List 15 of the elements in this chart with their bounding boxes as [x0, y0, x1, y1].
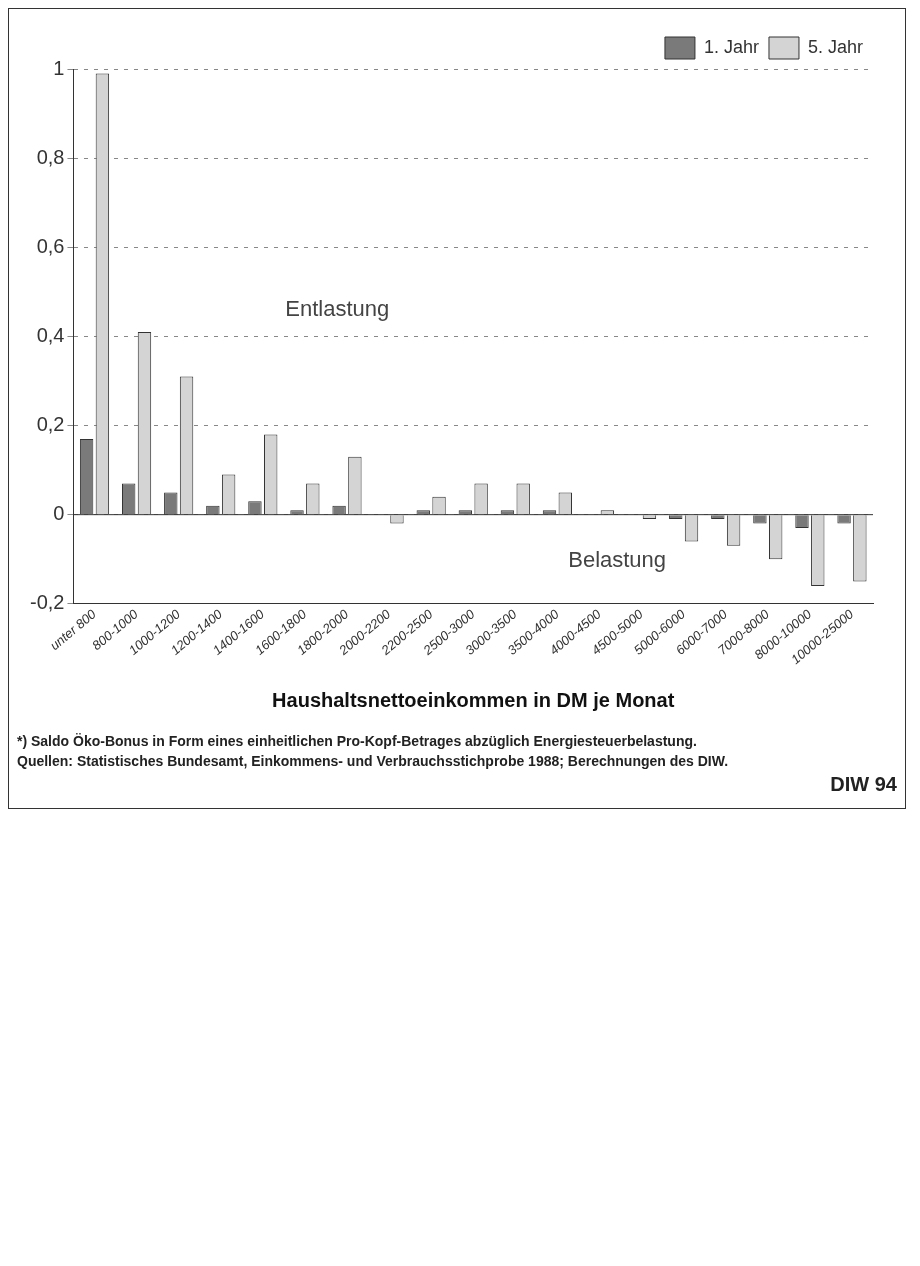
y-tick-label: 0	[53, 502, 65, 525]
y-tick-label: -0,2	[29, 591, 65, 614]
y-tick-label: 0,2	[36, 413, 65, 436]
legend-label: 5. Jahr	[807, 36, 864, 57]
y-tick-label: 1	[53, 56, 65, 79]
text: DIW 94	[829, 773, 897, 796]
text: *) Saldo Öko-Bonus in Form eines einheitlichen Pro-Kopf-Betrages abzüglich Energiesteuerbelastung.	[17, 733, 698, 749]
y-tick-label: 0,8	[36, 145, 65, 168]
y-tick-label: 0,4	[36, 323, 65, 346]
y-tick-label: 0,6	[36, 234, 65, 257]
annotation: Belastung	[568, 547, 667, 573]
annotation: Entlastung	[285, 295, 390, 321]
x-axis-title: Haushaltsnettoeinkommen in DM je Monat	[272, 688, 675, 711]
legend-label: 1. Jahr	[703, 36, 759, 57]
source-note: Quellen: Statistisches Bundesamt, Einkommens- und Verbrauchsstichprobe 1988; Berechnungen des DIW.	[17, 753, 730, 769]
